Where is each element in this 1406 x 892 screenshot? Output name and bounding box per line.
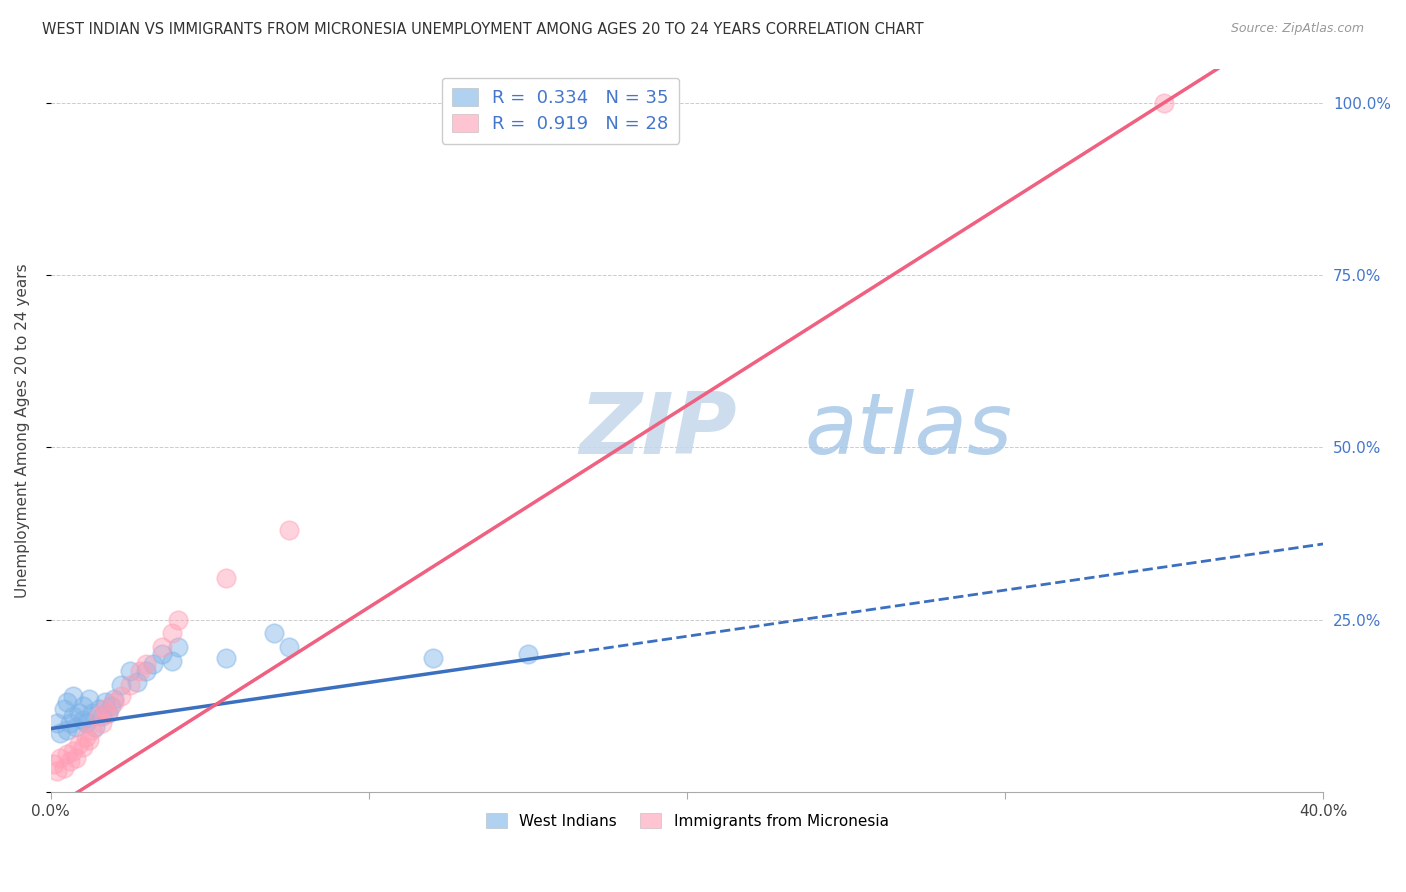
Point [150, 647, 173, 661]
Point [42, 757, 65, 772]
Text: ZIP: ZIP [579, 389, 737, 472]
Text: atlas: atlas [804, 389, 1012, 472]
Text: Source: ZipAtlas.com: Source: ZipAtlas.com [1230, 22, 1364, 36]
Point [59, 754, 82, 768]
Point [167, 640, 190, 655]
Point [94, 702, 117, 716]
Point [150, 640, 173, 655]
Point [160, 654, 183, 668]
Point [77, 692, 100, 706]
Point [278, 523, 301, 537]
Legend: West Indians, Immigrants from Micronesia: West Indians, Immigrants from Micronesia [479, 807, 894, 835]
Point [97, 706, 120, 720]
Point [263, 626, 285, 640]
Point [87, 702, 110, 716]
Text: WEST INDIAN VS IMMIGRANTS FROM MICRONESIA UNEMPLOYMENT AMONG AGES 20 TO 24 YEARS: WEST INDIAN VS IMMIGRANTS FROM MICRONESI… [42, 22, 924, 37]
Point [52, 761, 75, 775]
Point [103, 692, 125, 706]
Point [46, 764, 69, 779]
Point [82, 706, 104, 720]
Point [110, 678, 132, 692]
Y-axis label: Unemployment Among Ages 20 to 24 years: Unemployment Among Ages 20 to 24 years [15, 263, 30, 598]
Point [215, 571, 238, 585]
Point [55, 723, 77, 737]
Point [75, 716, 97, 731]
Point [62, 689, 84, 703]
Point [62, 744, 84, 758]
Point [90, 709, 112, 723]
Point [110, 689, 132, 703]
Point [65, 750, 87, 764]
Point [135, 657, 157, 672]
Point [72, 740, 94, 755]
Point [142, 657, 165, 672]
Point [129, 665, 152, 679]
Point [77, 733, 100, 747]
Point [97, 706, 120, 720]
Point [59, 716, 82, 731]
Point [517, 647, 540, 661]
Point [72, 698, 94, 713]
Point [100, 698, 122, 713]
Point [1153, 95, 1175, 110]
Point [135, 665, 157, 679]
Point [278, 640, 301, 655]
Point [69, 706, 91, 720]
Point [75, 730, 97, 744]
Point [125, 674, 148, 689]
Point [72, 713, 94, 727]
Point [49, 726, 72, 740]
Point [87, 709, 110, 723]
Point [46, 716, 69, 731]
Point [82, 723, 104, 737]
Point [52, 702, 75, 716]
Point [90, 716, 112, 731]
Point [65, 719, 87, 733]
Point [69, 737, 91, 751]
Point [103, 695, 125, 709]
Point [55, 695, 77, 709]
Point [55, 747, 77, 761]
Point [120, 665, 142, 679]
Point [94, 695, 117, 709]
Point [120, 678, 142, 692]
Point [84, 719, 107, 733]
Point [422, 650, 444, 665]
Point [215, 650, 238, 665]
Point [62, 709, 84, 723]
Point [49, 750, 72, 764]
Point [167, 613, 190, 627]
Point [160, 626, 183, 640]
